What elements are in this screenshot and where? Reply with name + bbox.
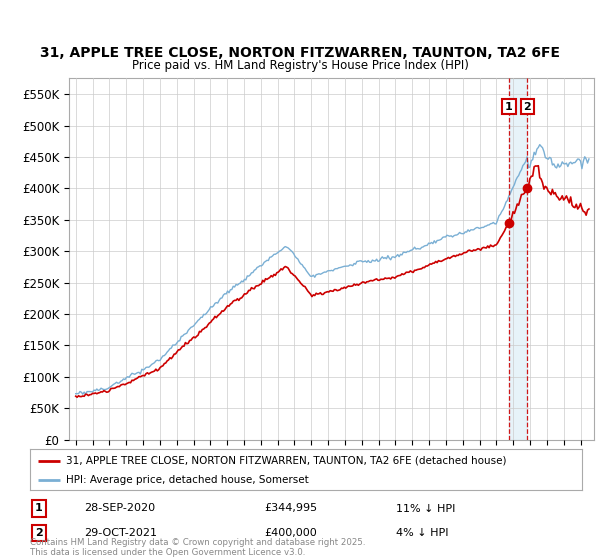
Text: £344,995: £344,995 xyxy=(264,503,317,514)
Text: 1: 1 xyxy=(35,503,43,514)
Text: HPI: Average price, detached house, Somerset: HPI: Average price, detached house, Some… xyxy=(66,475,308,485)
Text: 28-SEP-2020: 28-SEP-2020 xyxy=(84,503,155,514)
Text: 29-OCT-2021: 29-OCT-2021 xyxy=(84,528,157,538)
Text: 2: 2 xyxy=(35,528,43,538)
Text: 31, APPLE TREE CLOSE, NORTON FITZWARREN, TAUNTON, TA2 6FE (detached house): 31, APPLE TREE CLOSE, NORTON FITZWARREN,… xyxy=(66,456,506,465)
Text: 11% ↓ HPI: 11% ↓ HPI xyxy=(396,503,455,514)
Text: 31, APPLE TREE CLOSE, NORTON FITZWARREN, TAUNTON, TA2 6FE: 31, APPLE TREE CLOSE, NORTON FITZWARREN,… xyxy=(40,46,560,60)
Text: £400,000: £400,000 xyxy=(264,528,317,538)
Text: 4% ↓ HPI: 4% ↓ HPI xyxy=(396,528,449,538)
Text: 2: 2 xyxy=(523,102,531,111)
Text: Contains HM Land Registry data © Crown copyright and database right 2025.
This d: Contains HM Land Registry data © Crown c… xyxy=(30,538,365,557)
Text: Price paid vs. HM Land Registry's House Price Index (HPI): Price paid vs. HM Land Registry's House … xyxy=(131,59,469,72)
Bar xyxy=(509,78,527,440)
Text: 1: 1 xyxy=(505,102,513,111)
